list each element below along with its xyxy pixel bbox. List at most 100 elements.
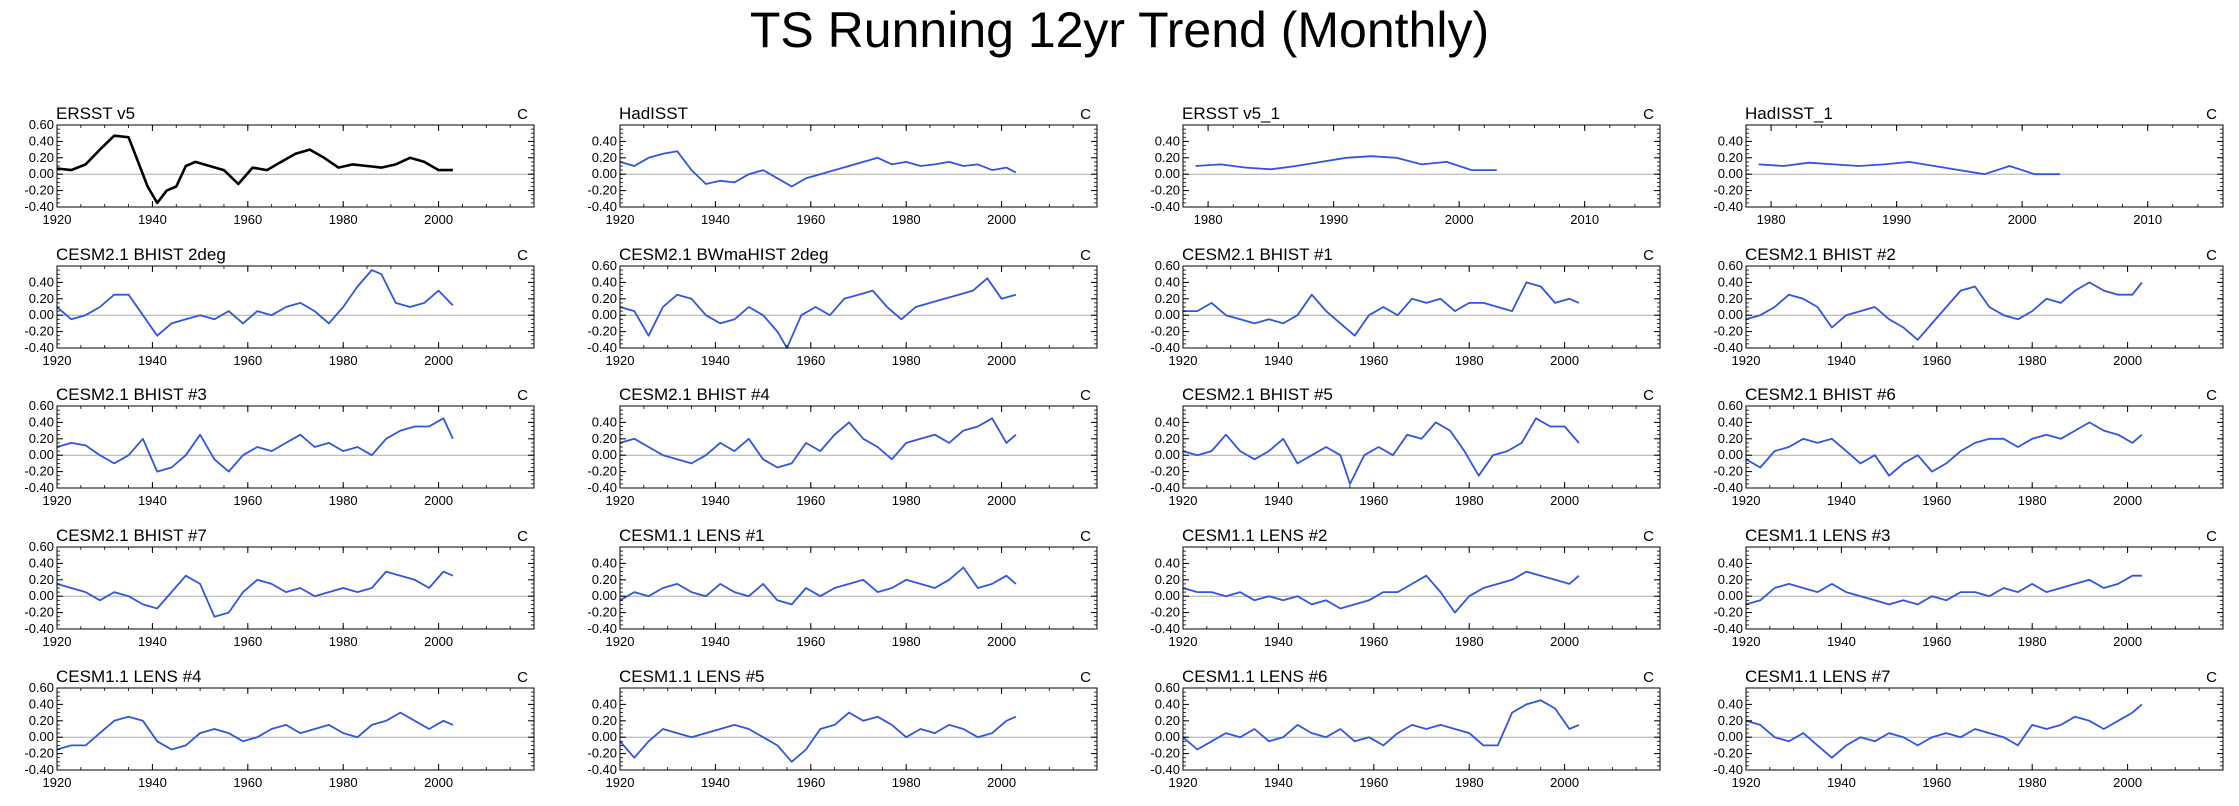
panel-title: CESM1.1 LENS #6 bbox=[1182, 667, 1328, 686]
panel: -0.40-0.20 0.000.20 0.40 1980 1990 2000 2010 Ha… bbox=[1713, 104, 2224, 227]
y-tick-label: -0.40 bbox=[1150, 340, 1180, 355]
y-tick-label: -0.20 bbox=[587, 746, 617, 761]
y-tick-label: -0.40 bbox=[1713, 762, 1743, 777]
panel-unit: C bbox=[517, 387, 528, 404]
y-tick-label: 0.20 bbox=[1718, 150, 1743, 165]
panel-unit: C bbox=[1080, 669, 1091, 686]
panel-title: CESM1.1 LENS #4 bbox=[56, 667, 202, 686]
x-tick-label: 1960 bbox=[1922, 493, 1951, 508]
panel: -0.40-0.20 0.000.20 0.40 1920 1940 1960 1980 20… bbox=[24, 245, 535, 368]
x-tick-label: 1940 bbox=[1827, 634, 1856, 649]
x-tick-label: 1980 bbox=[892, 493, 921, 508]
panel-unit: C bbox=[1080, 247, 1091, 264]
plot-frame bbox=[619, 265, 1098, 349]
panel-title: CESM2.1 BHIST #3 bbox=[56, 385, 207, 404]
y-tick-label: 0.60 bbox=[29, 117, 54, 132]
panel: -0.40-0.20 0.000.20 0.400.60 1920 1940 1960 19… bbox=[1713, 385, 2224, 508]
panel: -0.40-0.20 0.000.20 0.40 1920 1940 1960 1980 20… bbox=[587, 104, 1098, 227]
x-tick-label: 1940 bbox=[138, 634, 167, 649]
x-tick-label: 1960 bbox=[233, 212, 262, 227]
y-tick-label: 0.20 bbox=[29, 572, 54, 587]
y-tick-label: -0.20 bbox=[1150, 183, 1180, 198]
x-tick-label: 1920 bbox=[1732, 775, 1761, 790]
y-tick-label: 0.40 bbox=[29, 414, 54, 429]
x-tick-label: 1920 bbox=[606, 775, 635, 790]
y-tick-label: 0.00 bbox=[592, 588, 617, 603]
panel-title: CESM2.1 BHIST #6 bbox=[1745, 385, 1896, 404]
x-tick-label: 1980 bbox=[892, 634, 921, 649]
y-tick-label: 0.60 bbox=[29, 539, 54, 554]
panel-unit: C bbox=[2206, 528, 2217, 545]
x-tick-label: 1980 bbox=[1757, 212, 1786, 227]
y-tick-label: 0.20 bbox=[1155, 572, 1180, 587]
x-tick-label: 1940 bbox=[1264, 775, 1293, 790]
x-tick-label: 1940 bbox=[1827, 353, 1856, 368]
x-tick-label: 2000 bbox=[1445, 212, 1474, 227]
x-tick-label: 2000 bbox=[424, 353, 453, 368]
x-tick-label: 1980 bbox=[892, 353, 921, 368]
panel-unit: C bbox=[1080, 387, 1091, 404]
y-tick-label: 0.40 bbox=[1718, 696, 1743, 711]
y-tick-label: -0.20 bbox=[24, 746, 54, 761]
x-tick-label: 1940 bbox=[138, 212, 167, 227]
panel: -0.40-0.20 0.000.20 0.400.60 1920 1940 1960 19… bbox=[587, 245, 1098, 368]
y-tick-label: 0.40 bbox=[592, 274, 617, 289]
panel-unit: C bbox=[517, 528, 528, 545]
series-line bbox=[1745, 421, 2143, 477]
plot-frame bbox=[619, 546, 1098, 630]
x-tick-label: 2000 bbox=[424, 493, 453, 508]
plot-frame bbox=[56, 405, 535, 489]
plot-frame bbox=[56, 546, 535, 630]
series-line bbox=[619, 711, 1017, 763]
plot-frame bbox=[1745, 124, 2224, 208]
y-tick-label: 0.60 bbox=[1155, 258, 1180, 273]
series-line bbox=[1182, 417, 1580, 485]
panel-title: HadISST bbox=[619, 104, 688, 123]
y-tick-label: 0.00 bbox=[29, 588, 54, 603]
panel: -0.40-0.20 0.000.20 0.40 1920 1940 1960 1980 20… bbox=[587, 526, 1098, 649]
x-tick-label: 2000 bbox=[1550, 353, 1579, 368]
x-tick-label: 1980 bbox=[329, 493, 358, 508]
x-tick-label: 1960 bbox=[796, 493, 825, 508]
series-line bbox=[1745, 574, 2142, 606]
x-tick-label: 1920 bbox=[1169, 353, 1198, 368]
y-tick-label: 0.40 bbox=[29, 696, 54, 711]
x-tick-label: 1980 bbox=[329, 775, 358, 790]
plot-frame bbox=[619, 124, 1098, 208]
y-tick-label: 0.00 bbox=[1718, 307, 1743, 322]
panel: -0.40-0.20 0.000.20 0.400.60 1920 1940 1960 19… bbox=[24, 104, 535, 227]
panel-title: CESM2.1 BHIST #4 bbox=[619, 385, 770, 404]
y-tick-label: -0.20 bbox=[587, 464, 617, 479]
x-tick-label: 2000 bbox=[987, 634, 1016, 649]
panel-unit: C bbox=[2206, 387, 2217, 404]
panel-title: CESM1.1 LENS #5 bbox=[619, 667, 765, 686]
y-tick-label: 0.20 bbox=[592, 431, 617, 446]
y-tick-label: 0.00 bbox=[592, 166, 617, 181]
x-tick-label: 1980 bbox=[1455, 634, 1484, 649]
plot-frame bbox=[56, 687, 535, 771]
x-tick-label: 1920 bbox=[43, 493, 72, 508]
series-line bbox=[619, 566, 1017, 606]
x-tick-label: 1940 bbox=[1264, 353, 1293, 368]
panel-unit: C bbox=[517, 669, 528, 686]
y-tick-label: -0.40 bbox=[24, 480, 54, 495]
x-tick-label: 2000 bbox=[987, 353, 1016, 368]
y-tick-label: -0.40 bbox=[1150, 480, 1180, 495]
x-tick-label: 2010 bbox=[1570, 212, 1599, 227]
y-tick-label: -0.40 bbox=[1150, 199, 1180, 214]
x-tick-label: 1990 bbox=[1882, 212, 1911, 227]
y-tick-label: 0.20 bbox=[1155, 431, 1180, 446]
panel-title: CESM2.1 BHIST #1 bbox=[1182, 245, 1333, 264]
x-tick-label: 1920 bbox=[43, 775, 72, 790]
panel-title: CESM1.1 LENS #1 bbox=[619, 526, 765, 545]
y-tick-label: -0.40 bbox=[587, 340, 617, 355]
plot-frame bbox=[56, 265, 535, 349]
x-tick-label: 1960 bbox=[233, 775, 262, 790]
panel: -0.40-0.20 0.000.20 0.40 1920 1940 1960 1980 20… bbox=[1150, 526, 1661, 649]
y-tick-label: 0.40 bbox=[1718, 555, 1743, 570]
y-tick-label: -0.40 bbox=[587, 199, 617, 214]
panel: -0.40-0.20 0.000.20 0.40 1920 1940 1960 1980 20… bbox=[1713, 526, 2224, 649]
panel: -0.40-0.20 0.000.20 0.400.60 1920 1940 1960 19… bbox=[24, 526, 535, 649]
x-tick-label: 2000 bbox=[987, 212, 1016, 227]
x-tick-label: 2000 bbox=[987, 493, 1016, 508]
